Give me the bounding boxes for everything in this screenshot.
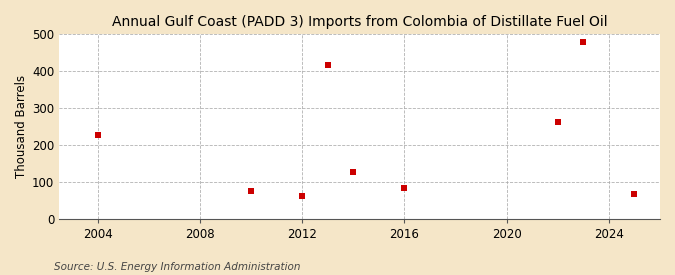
Point (348, 169, 358, 174)
Point (578, 40, 589, 45)
Title: Annual Gulf Coast (PADD 3) Imports from Colombia of Distillate Fuel Oil: Annual Gulf Coast (PADD 3) Imports from … (112, 15, 608, 29)
Point (297, 194, 308, 198)
Point (246, 189, 256, 193)
Y-axis label: Thousand Barrels: Thousand Barrels (15, 75, 28, 178)
Point (629, 191, 640, 196)
Point (92, 133, 103, 137)
Point (322, 62, 333, 67)
Text: Source: U.S. Energy Information Administration: Source: U.S. Energy Information Administ… (54, 262, 300, 272)
Point (552, 120, 563, 124)
Point (399, 186, 410, 191)
